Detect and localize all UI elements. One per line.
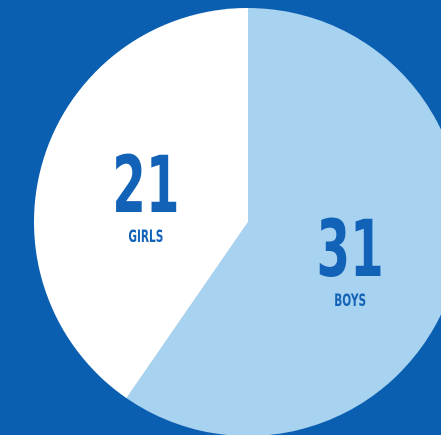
- slice-category: BOYS: [334, 291, 366, 310]
- pie-slice: [34, 8, 248, 399]
- slice-value: 31: [317, 205, 384, 295]
- slice-value: 21: [112, 141, 179, 231]
- pie-slice: [126, 8, 441, 435]
- slice-category: GIRLS: [128, 228, 163, 247]
